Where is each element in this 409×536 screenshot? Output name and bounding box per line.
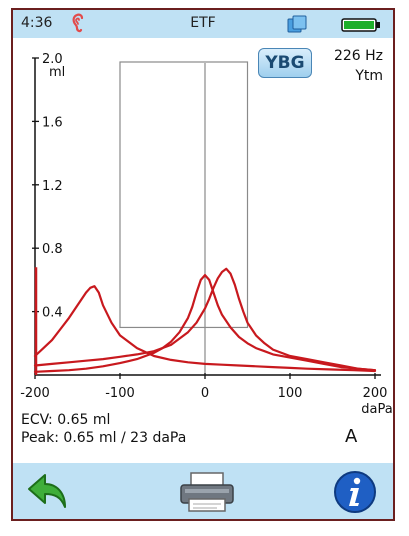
ear-icon	[72, 13, 84, 33]
y-tick-label: 1.6	[42, 115, 63, 130]
probe-frequency: 226 Hz	[333, 48, 383, 64]
print-icon[interactable]	[177, 469, 237, 515]
x-tick-label: 100	[278, 386, 303, 401]
y-tick-label: 2.0	[42, 52, 63, 67]
battery-icon	[341, 18, 380, 32]
info-icon[interactable]	[331, 469, 379, 515]
y-unit-label: ml	[49, 65, 65, 80]
measure-type: Ytm	[355, 68, 383, 84]
window-icon[interactable]	[287, 15, 307, 33]
tympanogram-curve-2	[33, 274, 377, 373]
reference-box	[119, 61, 249, 329]
bottom-toolbar	[13, 463, 393, 519]
ear-side-label: A	[345, 426, 358, 447]
x-tick-label: -100	[105, 386, 135, 401]
status-time: 4:36	[21, 15, 53, 31]
tympanogram-curve-1	[33, 285, 377, 373]
status-title: ETF	[190, 15, 216, 31]
y-tick-label: 0.4	[42, 306, 63, 321]
y-tick-label: 0.8	[42, 242, 63, 257]
x-tick-label: 200	[363, 386, 388, 401]
device-screen: 4:36 ETF 2.0 1.6 1.2 0.8 0.4 ml -200 -100 0 100 20…	[11, 8, 395, 521]
back-icon[interactable]	[25, 469, 73, 515]
tympanogram-chart: 2.0 1.6 1.2 0.8 0.4 ml -200 -100 0 100 200 daPa	[13, 38, 393, 458]
ybg-button[interactable]: YBG	[258, 48, 312, 78]
status-bar: 4:36 ETF	[13, 10, 393, 38]
y-tick-label: 1.2	[42, 179, 63, 194]
tympanogram-curve-3	[33, 267, 377, 372]
x-unit-label: daPa	[361, 402, 392, 417]
x-tick-label: 0	[201, 386, 209, 401]
peak-value: Peak: 0.65 ml / 23 daPa	[21, 430, 187, 446]
x-tick-label: -200	[20, 386, 50, 401]
ecv-value: ECV: 0.65 ml	[21, 412, 111, 428]
